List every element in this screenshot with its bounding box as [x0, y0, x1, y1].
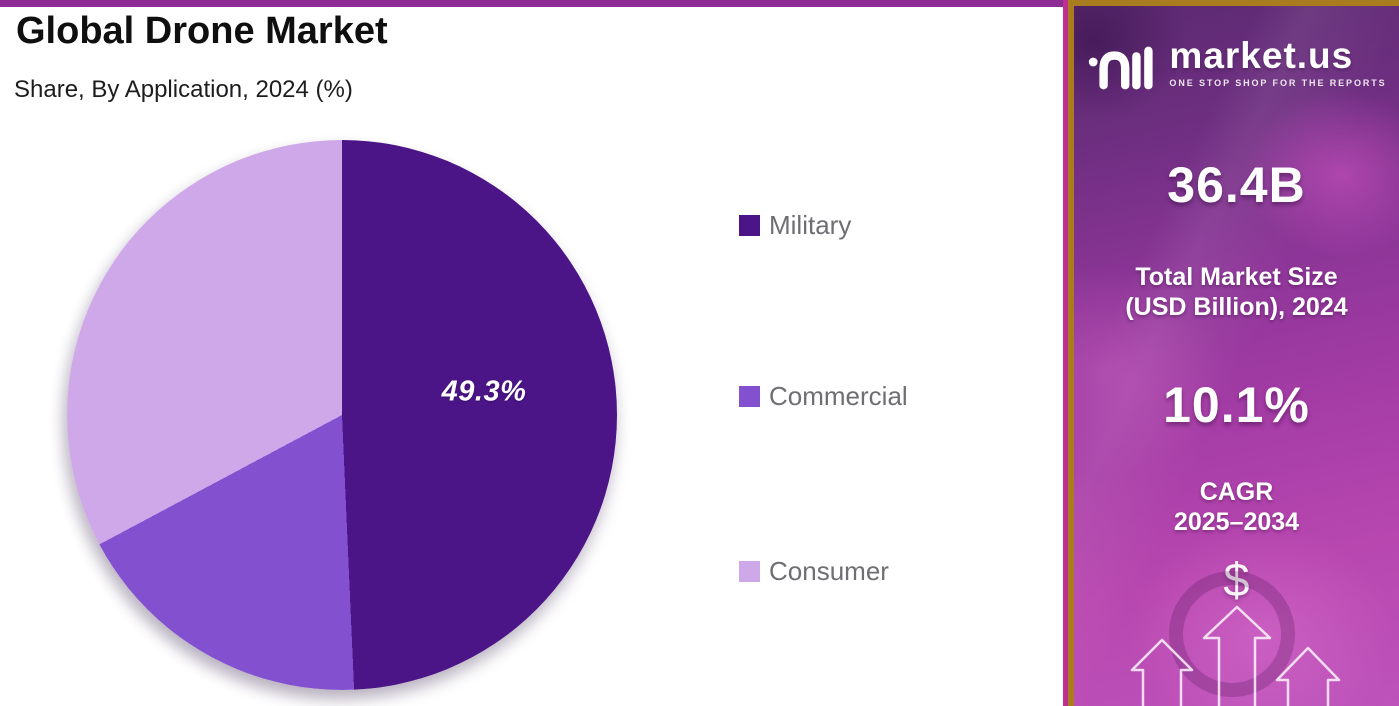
stat-market-size-caption-line2: (USD Billion), 2024 — [1125, 293, 1348, 321]
legend-item-military: Military — [739, 210, 851, 240]
legend-swatch-consumer-icon — [739, 560, 760, 582]
legend-item-commercial: Commercial — [739, 381, 908, 411]
legend-label-commercial: Commercial — [769, 380, 908, 411]
stat-cagr-caption-line1: CAGR — [1199, 478, 1274, 506]
brand-tagline: ONE STOP SHOP FOR THE REPORTS — [1169, 78, 1387, 88]
chart-panel: Global Drone Market Share, By Applicatio… — [0, 0, 1063, 706]
legend-item-consumer: Consumer — [739, 556, 889, 586]
brand-logo: market.us ONE STOP SHOP FOR THE REPORTS — [1074, 36, 1399, 98]
market-us-logo-icon — [1089, 46, 1154, 90]
dollar-icon: $ — [1223, 553, 1250, 606]
legend: Military Commercial Consumer — [739, 0, 959, 706]
brand-text-block: market.us ONE STOP SHOP FOR THE REPORTS — [1169, 35, 1387, 89]
stat-market-size-caption: Total Market Size (USD Billion), 2024 — [1074, 262, 1399, 322]
stat-cagr-caption-line2: 2025–2034 — [1173, 508, 1300, 536]
top-accent-strip — [0, 0, 1063, 7]
legend-label-consumer: Consumer — [769, 555, 889, 586]
stat-market-size-value: 36.4B — [1167, 157, 1306, 213]
page-subtitle: Share, By Application, 2024 (%) — [14, 76, 353, 103]
growth-arrows-icon — [1130, 571, 1341, 706]
legend-label-military: Military — [769, 209, 852, 240]
brand-sidebar: market.us ONE STOP SHOP FOR THE REPORTS … — [1068, 0, 1399, 706]
vertical-separator — [1063, 0, 1068, 706]
pie-chart: 49.3% — [67, 140, 617, 690]
stat-market-size-caption-line1: Total Market Size — [1135, 263, 1338, 291]
pie-slice-label-military: 49.3% — [441, 375, 527, 408]
page-title: Global Drone Market — [16, 10, 388, 52]
stat-cagr-caption: CAGR 2025–2034 — [1074, 477, 1399, 537]
stat-cagr-value: 10.1% — [1163, 377, 1310, 433]
legend-swatch-military-icon — [739, 214, 760, 236]
legend-swatch-commercial-icon — [739, 385, 760, 407]
brand-name: market.us — [1169, 35, 1354, 76]
